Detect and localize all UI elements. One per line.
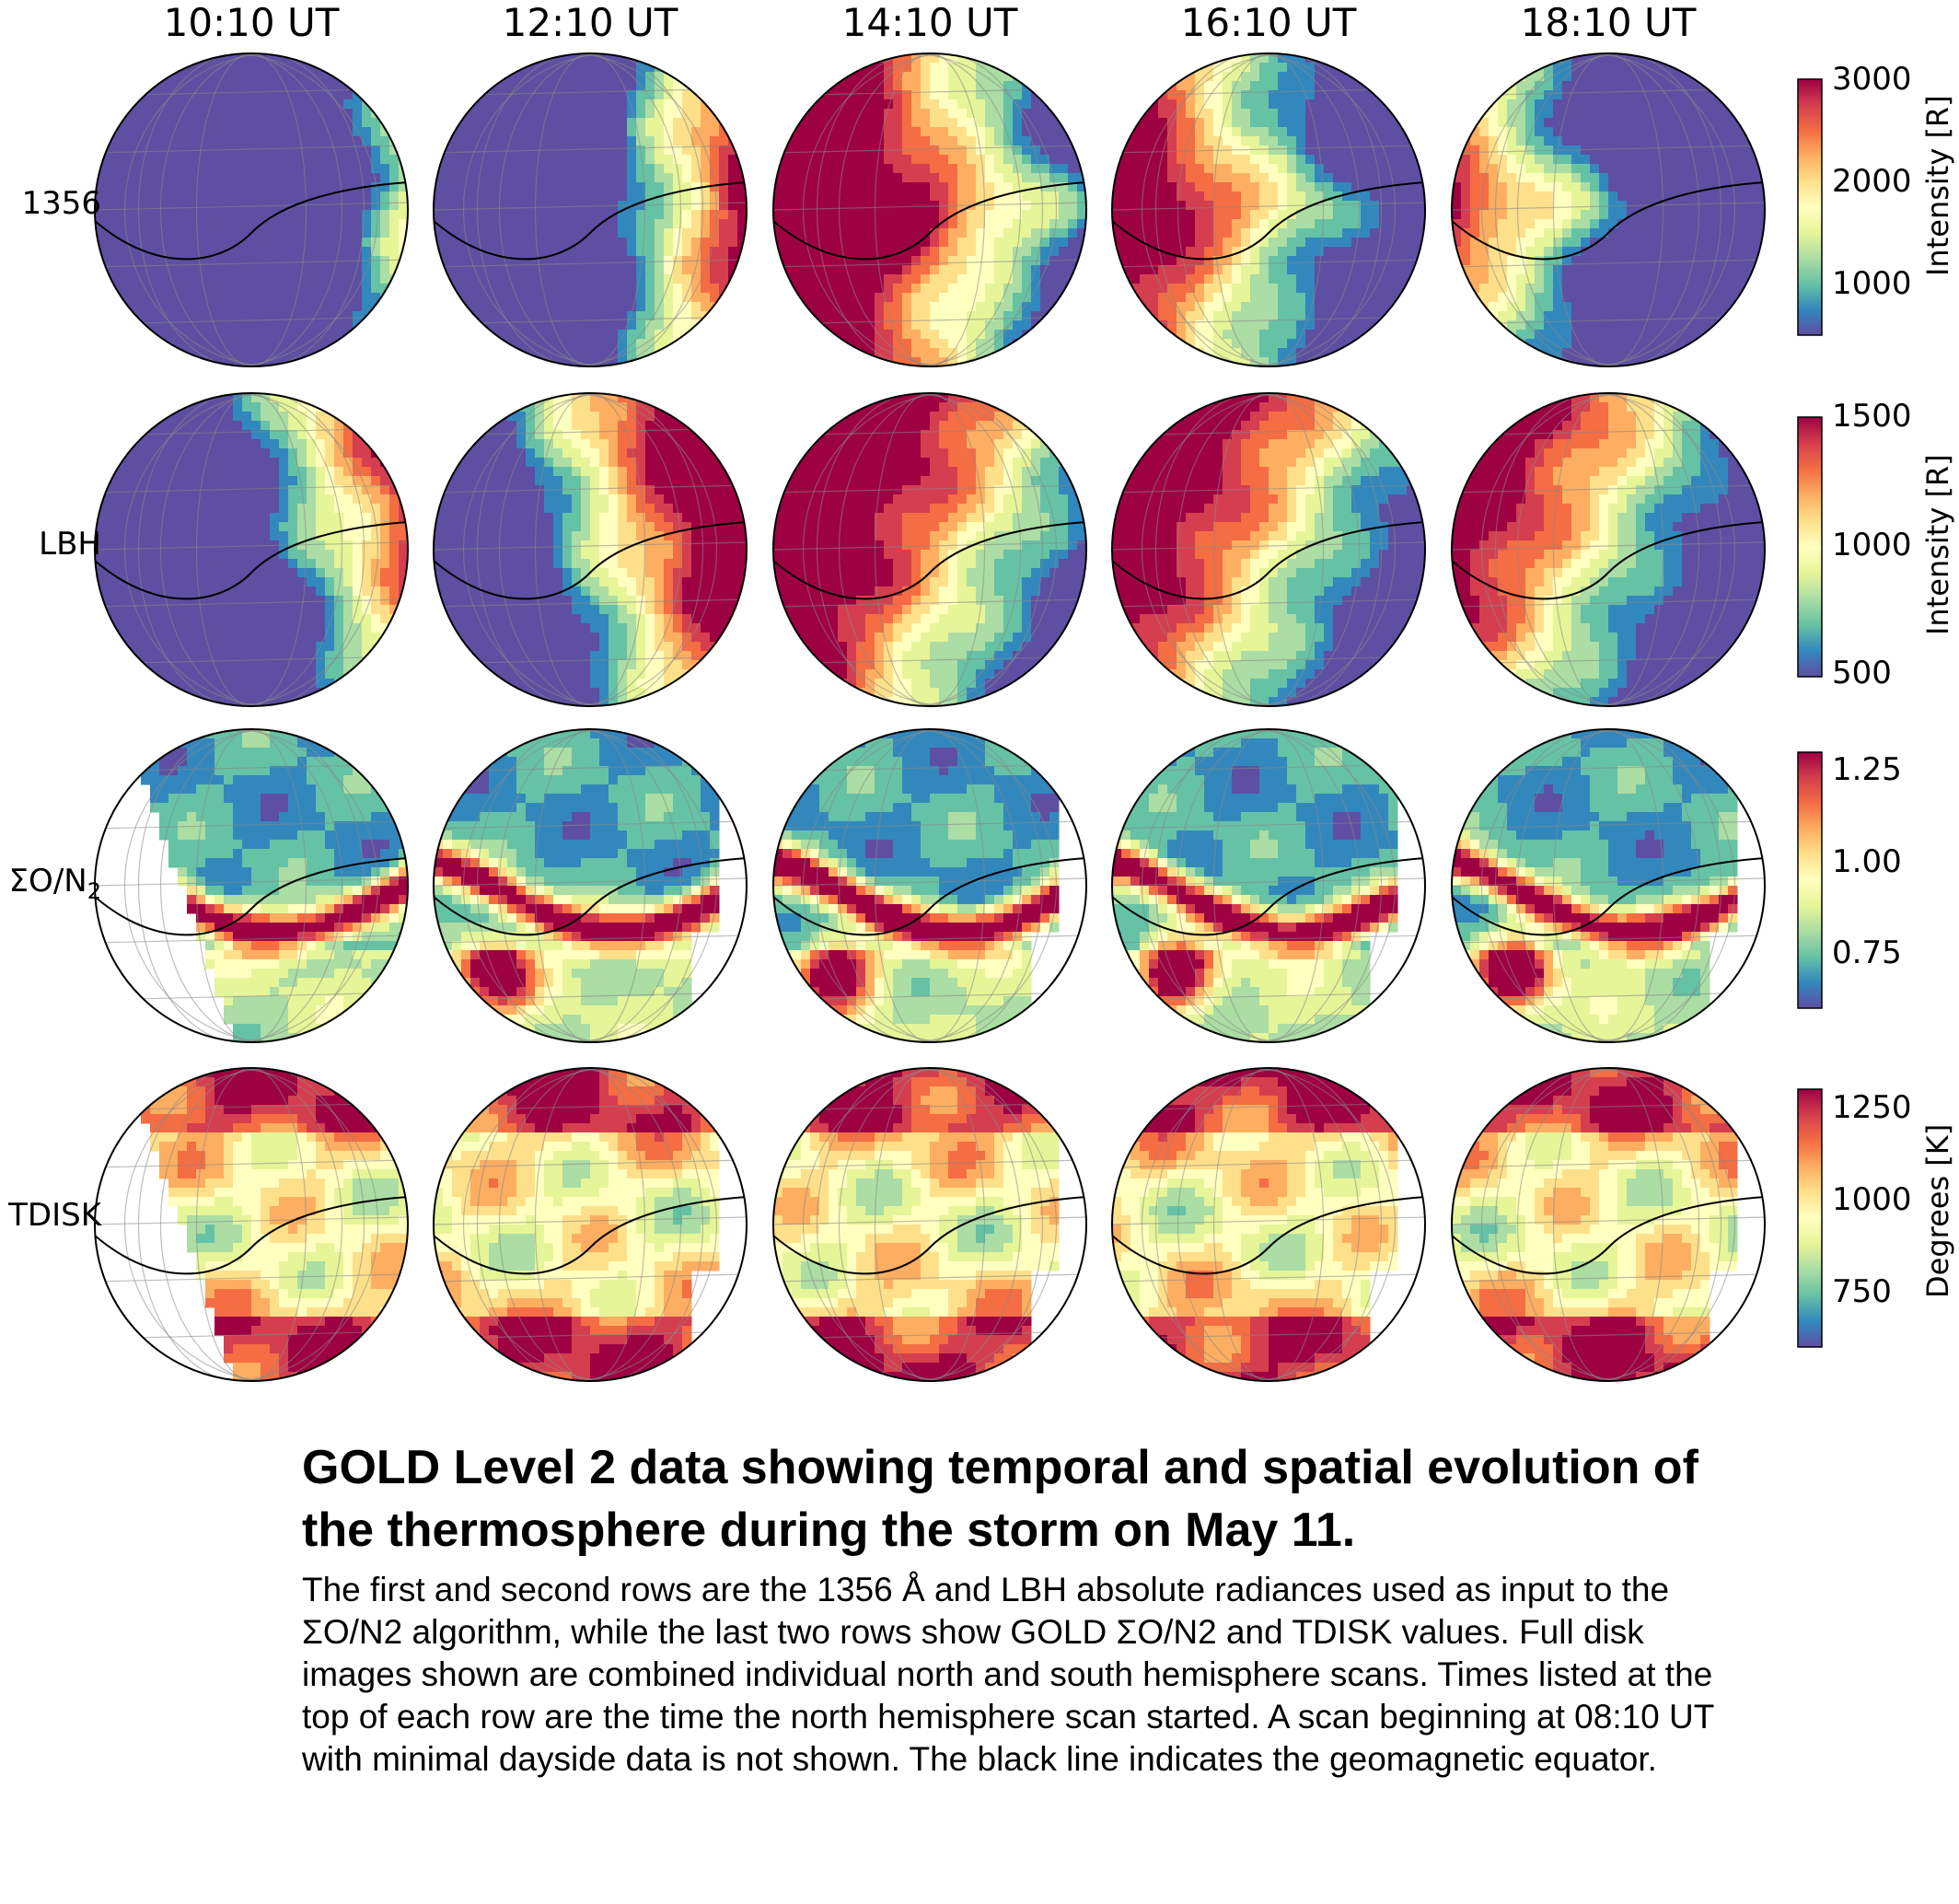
colorbar-4-tick-mid: 1000 bbox=[1832, 1181, 1912, 1218]
disk-r1-c3 bbox=[772, 52, 1087, 367]
geomagnetic-equator-line bbox=[95, 521, 408, 600]
figure-panel-grid: 10:10 UT 12:10 UT 14:10 UT 16:10 UT 18:1… bbox=[0, 0, 1955, 1382]
disk-r2-c5 bbox=[1451, 392, 1766, 707]
colorbar-1 bbox=[1797, 78, 1823, 336]
disk-r2-c1 bbox=[94, 392, 409, 707]
row-label-lbh: LBH bbox=[39, 526, 101, 563]
disk-r4-c5 bbox=[1451, 1067, 1766, 1382]
colorbar-4 bbox=[1797, 1088, 1823, 1348]
geomagnetic-equator-line bbox=[434, 1196, 747, 1275]
disk-r2-c2 bbox=[433, 392, 748, 707]
colorbar-1-label: Intensity [R] bbox=[1920, 95, 1955, 276]
row-label-on2: ΣO/N2 bbox=[0, 863, 101, 904]
colorbar-2 bbox=[1797, 416, 1823, 678]
disk-r4-c1 bbox=[94, 1067, 409, 1382]
colorbar-1-tick-mid: 2000 bbox=[1832, 163, 1912, 200]
geomagnetic-equator-line bbox=[434, 521, 747, 600]
geomagnetic-equator-line bbox=[95, 1196, 408, 1275]
geomagnetic-equator-line bbox=[1112, 521, 1425, 600]
disk-image-grid bbox=[94, 52, 1823, 1382]
disk-r2-c3 bbox=[772, 392, 1087, 707]
colorbar-4-tick-low: 750 bbox=[1832, 1273, 1892, 1310]
disk-r3-c1 bbox=[94, 728, 409, 1043]
disk-r1-c5 bbox=[1451, 52, 1766, 367]
disk-r4-c2 bbox=[433, 1067, 748, 1382]
geomagnetic-equator-line bbox=[1452, 857, 1765, 936]
disk-r3-c4 bbox=[1111, 728, 1426, 1043]
disk-r3-c2 bbox=[433, 728, 748, 1043]
colorbar-1-tick-high: 3000 bbox=[1832, 61, 1912, 98]
column-title-4: 16:10 UT bbox=[1180, 0, 1357, 45]
caption-title: GOLD Level 2 data showing temporal and s… bbox=[302, 1441, 1698, 1557]
geomagnetic-equator-line bbox=[95, 857, 408, 936]
figure-caption: GOLD Level 2 data showing temporal and s… bbox=[302, 1436, 1738, 1781]
geomagnetic-equator-line bbox=[434, 857, 747, 936]
colorbar-2-tick-high: 1500 bbox=[1832, 398, 1912, 435]
geomagnetic-equator-line bbox=[1452, 1196, 1765, 1275]
geomagnetic-equator-line bbox=[1452, 521, 1765, 600]
geomagnetic-equator-line bbox=[773, 181, 1086, 261]
column-title-2: 12:10 UT bbox=[502, 0, 678, 45]
caption-body: The first and second rows are the 1356 Å… bbox=[302, 1571, 1714, 1778]
row-label-tdisk: TDISK bbox=[8, 1197, 101, 1234]
colorbar-3-tick-mid: 1.00 bbox=[1832, 843, 1902, 880]
row-label-on2-text: ΣO/N bbox=[8, 863, 87, 900]
geomagnetic-equator-line bbox=[773, 1196, 1086, 1275]
geomagnetic-equator-line bbox=[1112, 181, 1425, 261]
geomagnetic-equator-line bbox=[773, 521, 1086, 600]
geomagnetic-equator-line bbox=[773, 857, 1086, 936]
colorbar-4-label: Degrees [K] bbox=[1920, 1123, 1955, 1298]
disk-r2-c4 bbox=[1111, 392, 1426, 707]
column-title-1: 10:10 UT bbox=[163, 0, 340, 45]
disk-r1-c4 bbox=[1111, 52, 1426, 367]
disk-r1-c1 bbox=[94, 52, 409, 367]
colorbar-4-tick-high: 1250 bbox=[1832, 1089, 1912, 1126]
disk-r1-c2 bbox=[433, 52, 748, 367]
geomagnetic-equator-line bbox=[95, 181, 408, 261]
colorbar-2-tick-low: 500 bbox=[1832, 655, 1892, 691]
geomagnetic-equator-line bbox=[1452, 181, 1765, 261]
colorbar-2-tick-mid: 1000 bbox=[1832, 527, 1912, 563]
geomagnetic-equator-line bbox=[1112, 1196, 1425, 1275]
geomagnetic-equator-line bbox=[434, 181, 747, 261]
colorbar-3-tick-low: 0.75 bbox=[1832, 935, 1902, 971]
row-label-on2-subscript: 2 bbox=[87, 877, 101, 904]
disk-r3-c5 bbox=[1451, 728, 1766, 1043]
colorbar-2-label: Intensity [R] bbox=[1920, 454, 1955, 635]
colorbar-3-tick-high: 1.25 bbox=[1832, 751, 1902, 788]
disk-r4-c4 bbox=[1111, 1067, 1426, 1382]
geomagnetic-equator-line bbox=[1112, 857, 1425, 936]
column-title-3: 14:10 UT bbox=[841, 0, 1018, 45]
colorbar-1-tick-low: 1000 bbox=[1832, 265, 1912, 302]
disk-r4-c3 bbox=[772, 1067, 1087, 1382]
column-title-5: 18:10 UT bbox=[1520, 0, 1697, 45]
row-label-1356: 1356 bbox=[21, 185, 101, 222]
disk-r3-c3 bbox=[772, 728, 1087, 1043]
colorbar-3 bbox=[1797, 751, 1823, 1009]
